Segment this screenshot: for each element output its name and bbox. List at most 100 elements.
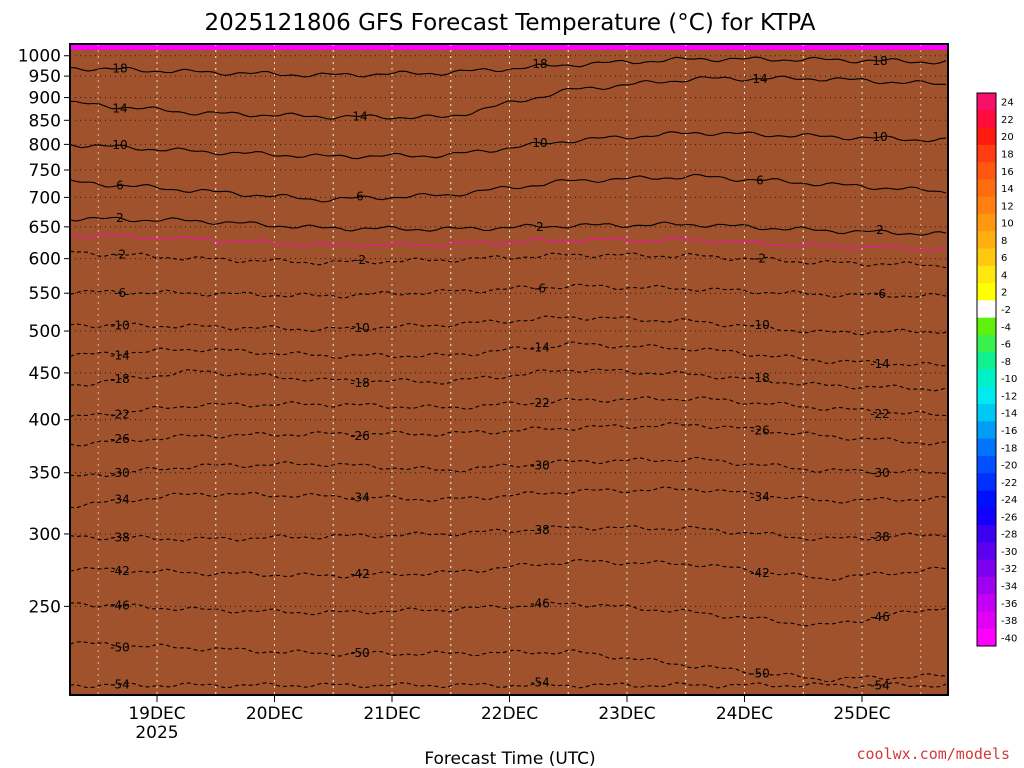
- contour-label: -22: [110, 407, 130, 421]
- contour-line: [70, 486, 947, 509]
- colorbar-label: -36: [1001, 599, 1017, 610]
- contour-label: -6: [534, 282, 546, 296]
- contour-label: -34: [110, 492, 130, 506]
- contour-label: 10: [112, 138, 127, 152]
- contour-label: -30: [110, 466, 130, 480]
- colorbar-label: 10: [1001, 219, 1014, 230]
- contour-line: [70, 315, 947, 336]
- contour-label: -6: [874, 287, 886, 301]
- contour-label: -14: [530, 340, 550, 354]
- x-tick-label: 23DEC: [598, 704, 655, 724]
- y-tick-label: 1000: [18, 47, 61, 67]
- contour-line: [70, 396, 947, 417]
- contour-label: 10: [872, 130, 887, 144]
- colorbar-label: -24: [1001, 495, 1017, 506]
- contour-label: -54: [870, 678, 890, 692]
- colorbar-label: 2: [1001, 288, 1007, 299]
- colorbar-label: 20: [1001, 132, 1014, 143]
- contour-label: -18: [750, 371, 770, 385]
- colorbar-label: -14: [1001, 409, 1017, 420]
- colorbar-label: 4: [1001, 270, 1007, 281]
- colorbar-swatch: [977, 93, 996, 111]
- contour-label: 6: [116, 178, 124, 192]
- contour-label: -46: [870, 610, 890, 624]
- colorbar: 24 22 20 18 16 14 12 10 8 6 4 2 -2 -4 -6 -8 -10 -12 -14 -16…: [976, 92, 1017, 647]
- colorbar-swatch: [977, 231, 996, 250]
- contour-label: -22: [530, 396, 550, 410]
- contour-label: -2: [114, 247, 126, 261]
- y-tick-label: 350: [29, 464, 61, 484]
- contour-label: 14: [112, 101, 127, 115]
- colorbar-label: -30: [1001, 547, 1017, 558]
- colorbar-swatch: [977, 300, 996, 319]
- contour-label: 2: [876, 223, 884, 237]
- colorbar-swatch: [977, 507, 996, 526]
- y-axis: 2503003504004505005506006507007508008509…: [18, 47, 70, 617]
- colorbar-label: -18: [1001, 443, 1017, 454]
- contour-label: -42: [350, 567, 370, 581]
- y-tick-label: 300: [29, 525, 61, 545]
- contour-label: -42: [110, 564, 130, 578]
- colorbar-swatch: [977, 283, 996, 301]
- contour-label: -54: [110, 678, 130, 692]
- colorbar-label: -8: [1001, 357, 1011, 368]
- plot-area: -54 -54 -54 -50 -50 -50 -46 -46 -46 -42 -42 -42 -38 -…: [70, 44, 948, 695]
- contour-label: 18: [112, 62, 127, 76]
- chart-title: 2025121806 GFS Forecast Temperature (°C)…: [204, 10, 815, 36]
- colorbar-swatch: [977, 179, 996, 198]
- contour-labels: -54 -54 -54 -50 -50 -50 -46 -46 -46 -42 -42 -42 -38 -…: [110, 54, 890, 692]
- contour-label: 6: [356, 190, 364, 204]
- colorbar-label: -32: [1001, 564, 1017, 575]
- contour-label: -18: [110, 372, 130, 386]
- contour-line: [70, 456, 947, 478]
- y-tick-label: 450: [29, 364, 61, 384]
- contour-line: [70, 283, 947, 299]
- contour-label: -30: [530, 458, 550, 472]
- x-tick-label: 20DEC: [246, 704, 303, 724]
- y-tick-label: 250: [29, 597, 61, 617]
- colorbar-swatch: [977, 576, 996, 595]
- contour-label: 14: [752, 72, 767, 86]
- contour-label: -22: [870, 407, 890, 421]
- contour-label: -46: [530, 597, 550, 611]
- contour-label: 14: [352, 109, 367, 123]
- colorbar-swatch: [977, 386, 996, 405]
- colorbar-swatch: [977, 421, 996, 440]
- colorbar-label: -38: [1001, 616, 1017, 627]
- colorbar-label: -4: [1001, 322, 1011, 333]
- y-tick-label: 550: [29, 284, 61, 304]
- y-tick-label: 850: [29, 111, 61, 131]
- colorbar-label: 16: [1001, 167, 1014, 178]
- x-tick-label: 22DEC: [481, 704, 538, 724]
- contour-label: -2: [754, 252, 766, 266]
- colorbar-swatch: [977, 144, 996, 163]
- colorbar-swatch: [977, 455, 996, 474]
- contour-label: -50: [750, 666, 770, 680]
- contour-label: 10: [532, 136, 547, 150]
- contour-line: [70, 56, 947, 78]
- colorbar-label: -10: [1001, 374, 1017, 385]
- contour-label: -54: [530, 676, 550, 690]
- colorbar-swatch: [977, 473, 996, 491]
- colorbar-swatch: [977, 352, 996, 370]
- colorbar-swatch: [977, 559, 996, 578]
- colorbar-label: -34: [1001, 582, 1017, 593]
- colorbar-label: -16: [1001, 426, 1017, 437]
- x-tick-label: 24DEC: [716, 704, 773, 724]
- contour-label: -6: [114, 286, 126, 300]
- contour-line: [70, 641, 947, 683]
- colorbar-label: 8: [1001, 236, 1007, 247]
- contour-label: -14: [110, 348, 130, 362]
- contour-line: [70, 216, 947, 236]
- colorbar-label: 12: [1001, 201, 1014, 212]
- contour-line: [70, 173, 947, 203]
- contour-label: -14: [870, 357, 890, 371]
- freezing-line: [70, 233, 947, 252]
- contour-label: -34: [750, 490, 770, 504]
- y-tick-label: 700: [29, 188, 61, 208]
- colorbar-swatch: [977, 110, 996, 129]
- colorbar-label: -12: [1001, 391, 1017, 402]
- y-tick-label: 500: [29, 322, 61, 342]
- y-tick-label: 900: [29, 89, 61, 109]
- contour-label: -26: [350, 429, 370, 443]
